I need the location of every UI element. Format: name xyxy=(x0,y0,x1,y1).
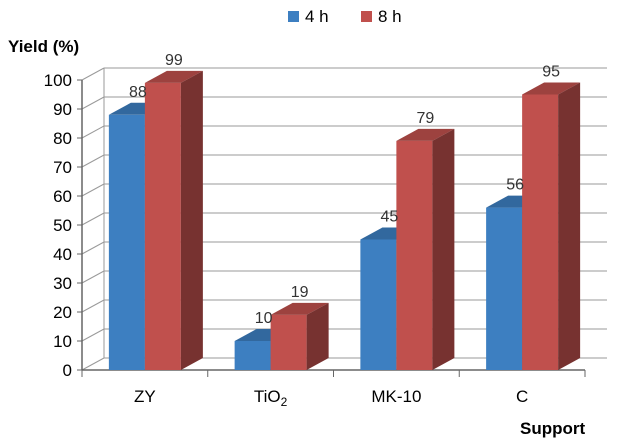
x-tick-label: C xyxy=(516,387,528,406)
y-tick-label: 90 xyxy=(53,100,72,119)
bar-8h-front xyxy=(396,141,432,370)
x-tick-label: ZY xyxy=(134,387,156,406)
y-tick-label: 10 xyxy=(53,332,72,351)
x-tick-label: MK-10 xyxy=(371,387,421,406)
data-label: 79 xyxy=(416,110,434,127)
y-tick-label: 60 xyxy=(53,187,72,206)
gridline-depth xyxy=(82,242,104,254)
bar-4h-front xyxy=(235,341,271,370)
legend-swatch xyxy=(288,11,299,22)
legend-label: 4 h xyxy=(305,7,329,26)
gridline-depth xyxy=(82,155,104,167)
bar-4h-front xyxy=(109,115,145,370)
bar-8h-front xyxy=(145,83,181,370)
y-tick-label: 30 xyxy=(53,274,72,293)
gridline-depth xyxy=(82,126,104,138)
bar-8h-side xyxy=(432,129,454,370)
gridline-depth xyxy=(82,271,104,283)
bars xyxy=(109,71,580,370)
x-axis-label: Support xyxy=(520,419,585,438)
gridline-depth xyxy=(82,329,104,341)
data-label: 99 xyxy=(165,52,183,69)
y-tick-label: 50 xyxy=(53,216,72,235)
gridline-depth xyxy=(82,68,104,80)
y-axis-label: Yield (%) xyxy=(8,37,79,56)
data-label: 45 xyxy=(380,209,398,226)
bar-4h-front xyxy=(486,208,522,370)
y-tick-label: 100 xyxy=(44,71,72,90)
gridline-depth xyxy=(82,358,104,370)
x-tick-label: TiO2 xyxy=(254,387,288,409)
bar-4h-front xyxy=(360,240,396,371)
y-tick-label: 70 xyxy=(53,158,72,177)
gridline-depth xyxy=(82,300,104,312)
gridline-depth xyxy=(82,213,104,225)
y-tick-label: 20 xyxy=(53,303,72,322)
gridline-depth xyxy=(82,97,104,109)
bar-8h-front xyxy=(522,95,558,371)
bar-8h-front xyxy=(271,315,307,370)
data-label: 95 xyxy=(542,64,560,81)
bar-8h-side xyxy=(558,83,580,371)
y-tick-label: 40 xyxy=(53,245,72,264)
bar-8h-side xyxy=(181,71,203,370)
legend: 4 h 8 h xyxy=(288,7,402,26)
gridline-depth xyxy=(82,184,104,196)
data-label: 56 xyxy=(506,177,524,194)
y-tick-label: 0 xyxy=(63,361,72,380)
data-label: 19 xyxy=(291,284,309,301)
data-label: 88 xyxy=(129,84,147,101)
y-tick-label: 80 xyxy=(53,129,72,148)
legend-label: 8 h xyxy=(378,7,402,26)
legend-swatch xyxy=(361,11,372,22)
data-label: 10 xyxy=(255,310,273,327)
